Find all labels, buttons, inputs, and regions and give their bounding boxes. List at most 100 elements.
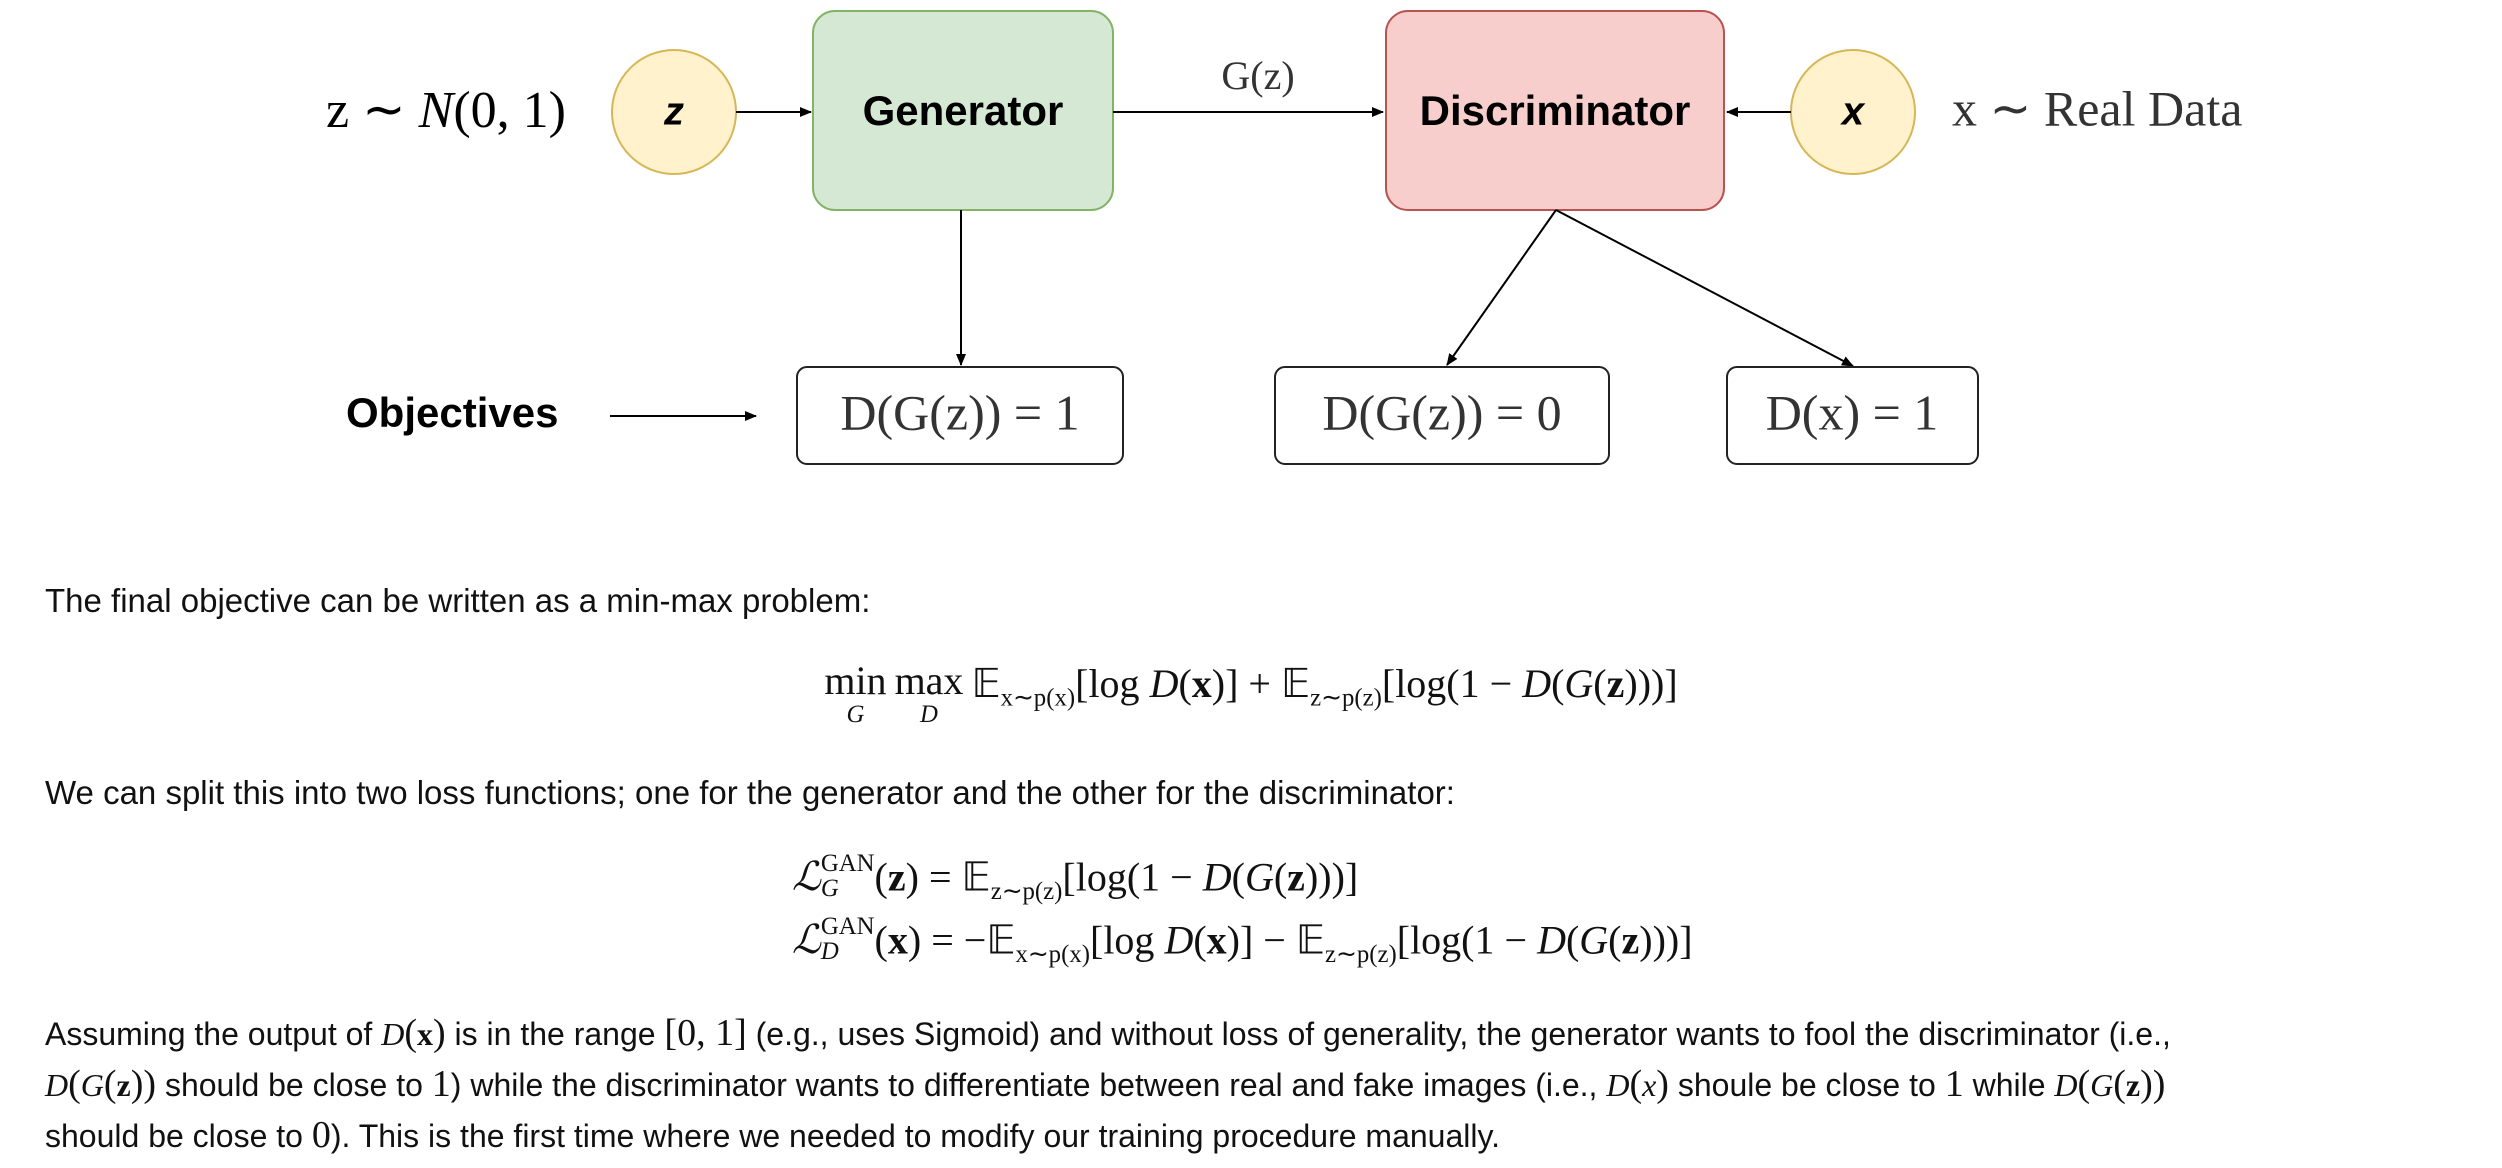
text-part: D	[1202, 854, 1232, 900]
text-part: G	[1564, 661, 1594, 706]
text-part: 𝔼	[1295, 917, 1326, 963]
superscript: GAN	[820, 913, 875, 940]
subscript: x∼p(x)	[1000, 684, 1076, 712]
text-part: [log(1 −	[1381, 661, 1523, 706]
text-part: 𝔼	[961, 854, 991, 900]
scripts: GAN G	[820, 850, 875, 902]
objective: D(G(z)) = 0	[1322, 384, 1561, 440]
text-part: )))]	[1304, 854, 1359, 900]
objective: D(G(z)) = 1	[840, 384, 1079, 440]
text-part: (	[2077, 1063, 2091, 1105]
text-part: )] +	[1211, 661, 1281, 706]
node-label: x	[1840, 90, 1866, 134]
objective-box	[1726, 366, 1979, 465]
text-part: z	[887, 854, 906, 900]
objective-box	[796, 366, 1124, 465]
text-part: ) = −	[907, 917, 987, 963]
text-part: D	[381, 1016, 405, 1052]
text-part: ) =	[905, 854, 962, 900]
text-part: x	[416, 1016, 433, 1052]
text-part: shoule be close to	[1668, 1067, 1945, 1103]
text-part: D	[2054, 1067, 2078, 1103]
operator-name: max	[894, 658, 964, 703]
text-part: )	[1656, 1063, 1669, 1105]
text-part: z	[1606, 661, 1625, 706]
noise-label-part: N	[418, 82, 457, 139]
text-part: ) while the discriminator wants to diffe…	[450, 1067, 1607, 1103]
text-part: x	[1642, 1067, 1657, 1103]
subscript: D	[820, 937, 839, 965]
text-part: )] −	[1226, 917, 1296, 963]
text-part: (	[1608, 917, 1622, 963]
noise-label: z ∼ N(0, 1)	[326, 82, 566, 139]
text-part: should be close to	[45, 1118, 312, 1154]
operator: max D	[895, 660, 964, 728]
text-part: x	[887, 917, 908, 963]
paragraph: The final objective can be written as a …	[45, 582, 871, 619]
text-part: G	[1579, 917, 1609, 963]
node-label: z	[663, 90, 684, 134]
text-part: (	[1178, 661, 1192, 706]
text-part: 𝔼	[1280, 661, 1311, 706]
loss-symbol: ℒ GAN G	[792, 850, 875, 902]
text-part: D	[1522, 661, 1552, 706]
text-part: (	[2113, 1063, 2126, 1105]
text-part: 0	[311, 1114, 331, 1156]
superscript: GAN	[820, 850, 875, 877]
text-part: G	[80, 1067, 104, 1103]
text-part: [log	[1090, 917, 1165, 963]
subscript: z∼p(z)	[990, 877, 1063, 905]
text-part: (e.g., uses Sigmoid) and without loss of…	[746, 1016, 2171, 1052]
text-part: Assuming the output of	[45, 1016, 382, 1052]
text-part: 𝔼	[971, 661, 1001, 706]
text-part: ). This is the first time where we neede…	[330, 1118, 1500, 1154]
operator: min G	[824, 660, 886, 728]
scripts: GAN D	[820, 913, 875, 965]
text-part: is in the range	[445, 1016, 665, 1052]
text-part: D	[1164, 917, 1194, 963]
node-label: Generator	[863, 87, 1064, 134]
text-part: 1	[1944, 1063, 1964, 1105]
text-part: )	[432, 1012, 446, 1054]
text-part: ))	[2140, 1063, 2166, 1105]
text-part: 𝔼	[986, 917, 1016, 963]
text-part: (	[1629, 1063, 1643, 1105]
text-part: (	[404, 1012, 417, 1054]
edge	[1446, 209, 1557, 366]
text-part: G	[1244, 854, 1274, 900]
paragraph: We can split this into two loss function…	[45, 774, 1455, 811]
text-part: (	[68, 1063, 81, 1105]
symbol: ℒ	[792, 917, 821, 963]
text-part: ))	[130, 1063, 157, 1105]
equation: ℒ GAN D (x) = −𝔼x∼p(x)[log D(x)] − 𝔼z∼p(z)[…	[792, 913, 1693, 969]
objectives-label: Objectives	[346, 389, 558, 436]
subscript: z∼p(z)	[1310, 684, 1382, 712]
text-part: D	[1537, 917, 1566, 963]
text-part: z	[2125, 1067, 2141, 1103]
loss-symbol: ℒ GAN D	[792, 913, 875, 965]
text-part: z	[1287, 854, 1305, 900]
text-part: [log(1 −	[1062, 854, 1203, 900]
text-part: (	[1273, 854, 1288, 900]
subscript: G	[820, 874, 839, 902]
edge-label: G(z)	[1221, 53, 1294, 98]
text-part: x	[1191, 661, 1212, 706]
paragraph: Assuming the output of D(x) is in the ra…	[45, 1008, 2171, 1161]
text-part: (	[103, 1063, 117, 1105]
node-label: Discriminator	[1420, 87, 1691, 134]
gan-diagram: z ∼ N(0, 1) z Generator G(z) Discriminat…	[326, 10, 2242, 465]
symbol: ℒ	[792, 854, 821, 900]
text-part: z	[1621, 917, 1640, 963]
data-label: x ∼ Real Data	[1952, 80, 2242, 136]
text-part: D	[1606, 1067, 1630, 1103]
equation: ℒ GAN G (z) = 𝔼z∼p(z)[log(1 − D(G(z)))]	[792, 850, 1359, 906]
text-part: (	[1593, 661, 1607, 706]
text-part: 1	[431, 1063, 451, 1105]
noise-label-part: (0, 1)	[453, 82, 566, 139]
text-part: D	[1149, 661, 1179, 706]
objective: D(x) = 1	[1766, 384, 1939, 440]
node-generator	[812, 10, 1114, 211]
subscript: x∼p(x)	[1015, 940, 1091, 968]
